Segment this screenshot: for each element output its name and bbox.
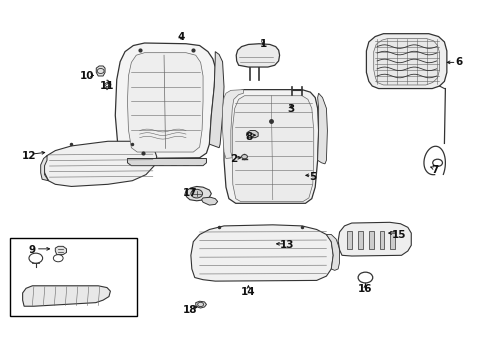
Polygon shape: [337, 222, 410, 256]
Circle shape: [190, 189, 202, 198]
Text: 15: 15: [391, 230, 406, 239]
Bar: [146, 161, 151, 165]
Bar: [10, 238, 137, 316]
Text: 5: 5: [308, 172, 316, 182]
Polygon shape: [222, 90, 243, 158]
Text: 6: 6: [454, 57, 462, 67]
Polygon shape: [127, 158, 206, 166]
Polygon shape: [246, 131, 258, 138]
Polygon shape: [201, 197, 217, 205]
Text: 16: 16: [357, 284, 372, 294]
Bar: [195, 161, 200, 165]
Bar: [134, 161, 139, 165]
Text: 10: 10: [80, 71, 95, 81]
Bar: [379, 231, 384, 249]
Text: 17: 17: [182, 188, 197, 198]
Polygon shape: [127, 53, 203, 152]
Text: 7: 7: [430, 165, 437, 175]
Polygon shape: [43, 141, 157, 186]
Bar: [368, 231, 373, 249]
Text: 9: 9: [29, 245, 36, 255]
Bar: [389, 231, 394, 249]
Text: 13: 13: [280, 240, 294, 250]
Bar: [346, 231, 351, 249]
Text: 14: 14: [241, 287, 255, 297]
Text: 3: 3: [286, 104, 294, 114]
Polygon shape: [115, 43, 215, 158]
Polygon shape: [366, 34, 446, 89]
Bar: [158, 161, 163, 165]
Text: 12: 12: [21, 150, 36, 161]
Polygon shape: [184, 186, 211, 201]
Circle shape: [241, 154, 247, 159]
Text: 4: 4: [177, 32, 184, 41]
Polygon shape: [55, 246, 66, 255]
Bar: [171, 161, 176, 165]
Polygon shape: [317, 93, 327, 164]
Polygon shape: [373, 39, 439, 85]
Text: 8: 8: [245, 132, 252, 142]
Polygon shape: [326, 234, 339, 270]
Polygon shape: [190, 225, 332, 281]
Text: 11: 11: [100, 81, 114, 91]
Text: 18: 18: [182, 305, 197, 315]
Bar: [357, 231, 362, 249]
Polygon shape: [195, 301, 206, 308]
Bar: [183, 161, 188, 165]
Text: 1: 1: [259, 40, 266, 49]
Polygon shape: [41, 156, 48, 181]
Polygon shape: [22, 286, 110, 306]
Polygon shape: [232, 96, 313, 202]
Text: 2: 2: [230, 154, 237, 164]
Polygon shape: [236, 44, 279, 67]
Polygon shape: [96, 66, 105, 76]
Polygon shape: [224, 90, 318, 203]
Polygon shape: [209, 51, 224, 148]
